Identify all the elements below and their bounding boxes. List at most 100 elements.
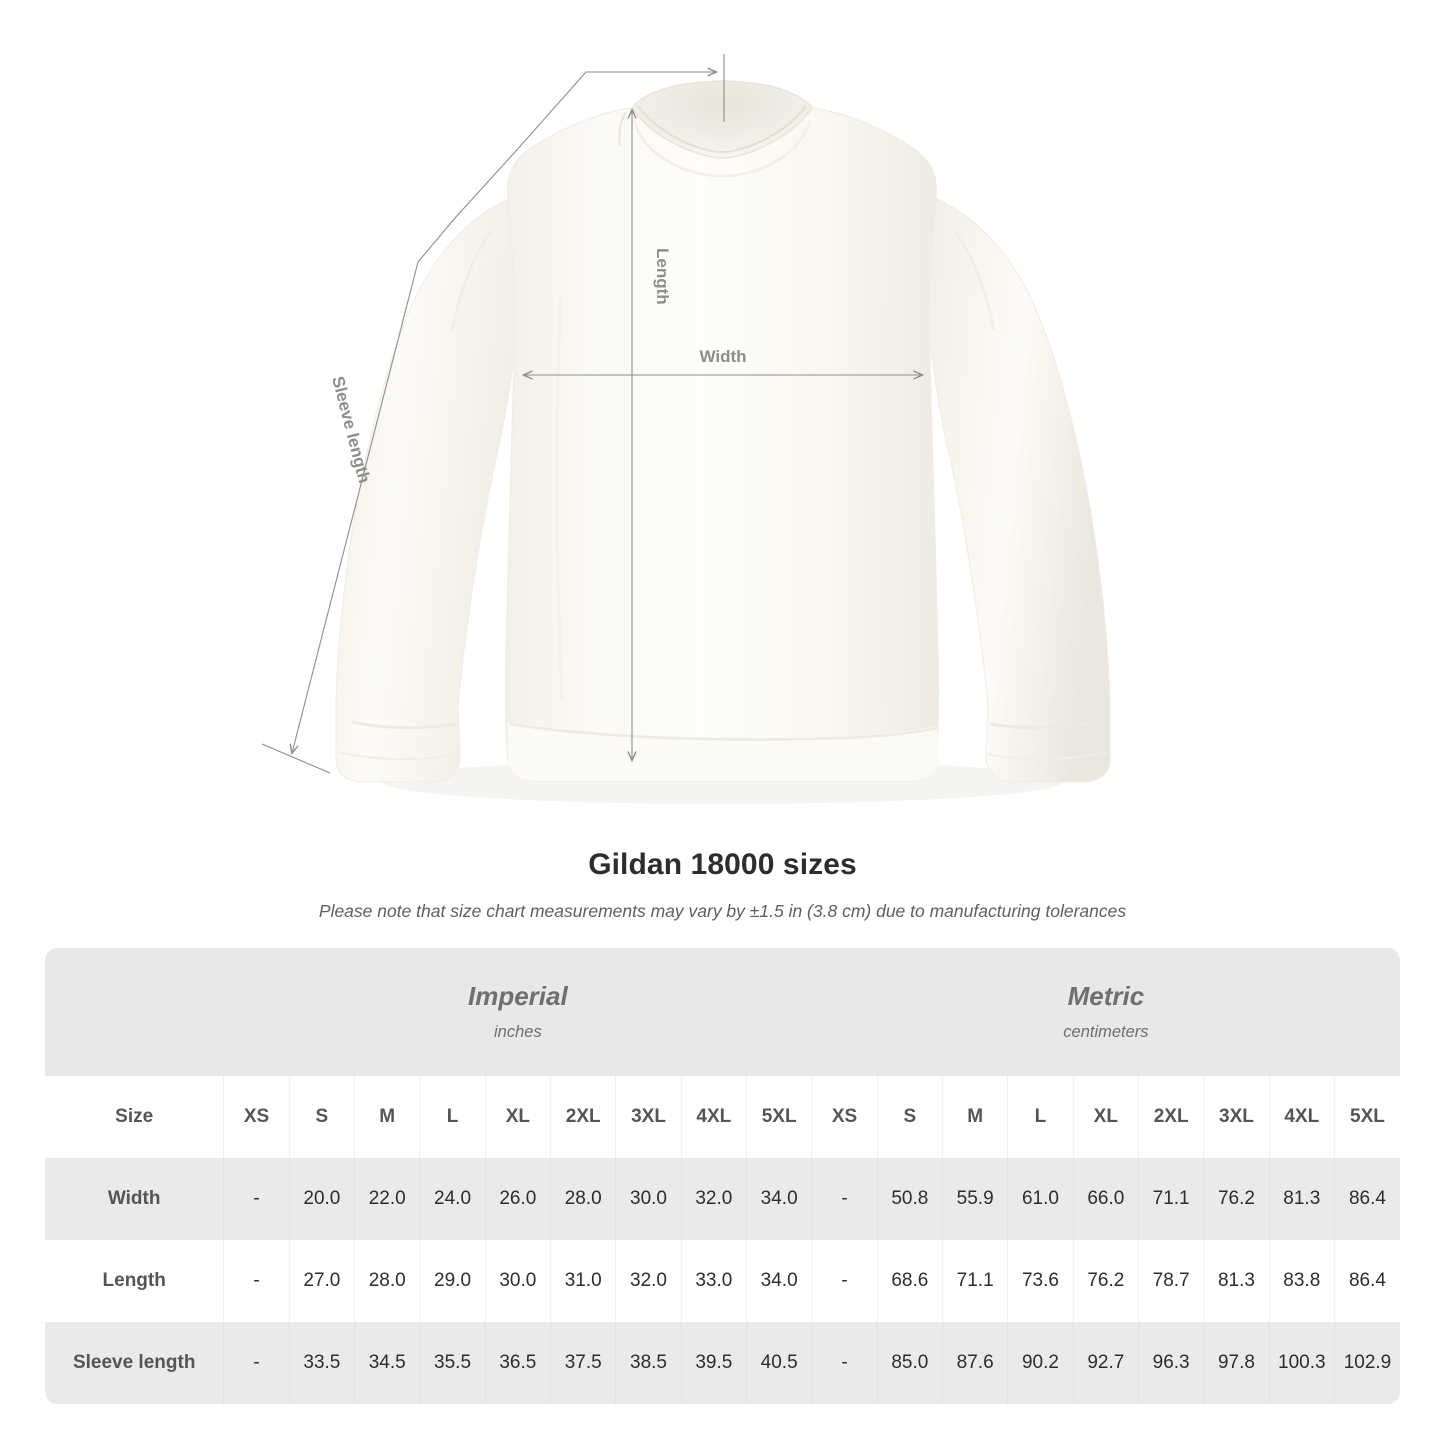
right-sleeve bbox=[921, 195, 1111, 783]
cell-imperial: 27.0 bbox=[288, 1240, 355, 1322]
column-header-imperial-xs: XS bbox=[223, 1076, 290, 1158]
column-header-imperial-m: M bbox=[354, 1076, 420, 1158]
cell-metric: 76.2 bbox=[1072, 1240, 1139, 1322]
cell-imperial: 35.5 bbox=[419, 1322, 486, 1404]
tolerance-note: Please note that size chart measurements… bbox=[318, 901, 1127, 921]
column-header-imperial-4xl: 4XL bbox=[680, 1076, 747, 1158]
cell-metric: 90.2 bbox=[1007, 1322, 1074, 1404]
width-annotation: Width bbox=[524, 347, 922, 375]
body-fold-right bbox=[880, 309, 889, 703]
cell-imperial: - bbox=[223, 1240, 290, 1322]
cell-metric: 73.6 bbox=[1007, 1240, 1074, 1322]
cell-imperial: 32.0 bbox=[680, 1158, 747, 1240]
column-header-metric-5xl: 5XL bbox=[1333, 1076, 1400, 1158]
row-label-width: Width bbox=[45, 1158, 224, 1240]
cell-imperial: 29.0 bbox=[419, 1240, 486, 1322]
column-header-imperial-3xl: 3XL bbox=[615, 1076, 682, 1158]
unit-banner-spacer bbox=[45, 948, 224, 1076]
cell-imperial: 37.5 bbox=[550, 1322, 616, 1404]
cell-metric: 86.4 bbox=[1333, 1158, 1400, 1240]
cell-imperial: 31.0 bbox=[550, 1240, 616, 1322]
title-block: Gildan 18000 sizes Please note that size… bbox=[0, 845, 1445, 925]
cell-metric: 78.7 bbox=[1137, 1240, 1204, 1322]
cell-metric: - bbox=[811, 1158, 878, 1240]
size-chart-table-wrapper: Imperial inches Metric centimeters Size XS S M L… bbox=[45, 948, 1400, 1404]
cell-imperial: 33.0 bbox=[680, 1240, 747, 1322]
size-header-row: Size XS S M L XL 2XL 3XL 4XL 5XL XS S M L XL 2XL 3XL 4XL 5… bbox=[45, 1076, 1400, 1158]
cell-imperial: - bbox=[223, 1158, 290, 1240]
body-fold-left bbox=[555, 299, 564, 701]
cell-imperial: 20.0 bbox=[288, 1158, 355, 1240]
cell-imperial: 30.0 bbox=[615, 1158, 682, 1240]
top-pointer-annotation bbox=[454, 54, 725, 219]
cell-imperial: - bbox=[223, 1322, 290, 1404]
row-label-sleeve-length: Sleeve length bbox=[45, 1322, 224, 1404]
cell-metric: 96.3 bbox=[1137, 1322, 1204, 1404]
garment-illustration: Length Width Sleeve length bbox=[261, 54, 1111, 804]
cell-imperial: 34.5 bbox=[354, 1322, 420, 1404]
cell-metric: 97.8 bbox=[1203, 1322, 1270, 1404]
left-cuff-seam bbox=[351, 720, 457, 730]
cell-imperial: 34.0 bbox=[745, 1240, 812, 1322]
bottom-hem bbox=[508, 722, 938, 781]
unit-group-imperial: Imperial inches bbox=[223, 948, 812, 1076]
cell-metric: 81.3 bbox=[1203, 1240, 1270, 1322]
unit-group-metric: Metric centimeters bbox=[811, 948, 1400, 1076]
collar-inner-edge bbox=[637, 105, 807, 154]
cell-imperial: 26.0 bbox=[484, 1158, 551, 1240]
right-cuff-edge bbox=[987, 751, 1109, 761]
sweatshirt-diagram: Length Width Sleeve length bbox=[261, 54, 1111, 804]
cell-metric: 50.8 bbox=[876, 1158, 943, 1240]
unit-group-name: Metric bbox=[1067, 981, 1145, 1011]
unit-group-subtitle: inches bbox=[494, 1023, 542, 1041]
cell-metric: 92.7 bbox=[1072, 1322, 1139, 1404]
column-header-metric-3xl: 3XL bbox=[1203, 1076, 1270, 1158]
column-header-metric-l: L bbox=[1007, 1076, 1074, 1158]
cell-imperial: 24.0 bbox=[419, 1158, 486, 1240]
cell-metric: 100.3 bbox=[1268, 1322, 1335, 1404]
column-header-imperial-l: L bbox=[419, 1076, 486, 1158]
column-header-imperial-s: S bbox=[288, 1076, 355, 1158]
size-chart-table: Imperial inches Metric centimeters Size XS S M L… bbox=[45, 948, 1400, 1404]
size-header-label: Size bbox=[45, 1076, 224, 1158]
cell-metric: 83.8 bbox=[1268, 1240, 1335, 1322]
column-header-metric-xs: XS bbox=[811, 1076, 878, 1158]
cell-imperial: 39.5 bbox=[680, 1322, 747, 1404]
cell-metric: 71.1 bbox=[941, 1240, 1008, 1322]
cell-metric: 85.0 bbox=[876, 1322, 943, 1404]
length-label: Length bbox=[653, 248, 672, 305]
cell-metric: 86.4 bbox=[1333, 1240, 1400, 1322]
row-label-length: Length bbox=[45, 1240, 224, 1322]
sleeve-length-label: Sleeve length bbox=[328, 374, 374, 485]
column-header-metric-4xl: 4XL bbox=[1268, 1076, 1335, 1158]
table-row: Length -27.0 28.0 29.0 30.0 31.0 32.0 33.0 34.0-… bbox=[45, 1240, 1400, 1322]
page-title: Gildan 18000 sizes bbox=[588, 848, 857, 881]
sweatshirt-body bbox=[505, 107, 939, 782]
column-header-metric-m: M bbox=[941, 1076, 1008, 1158]
left-shoulder-seam bbox=[450, 229, 494, 331]
length-annotation: Length bbox=[632, 110, 672, 760]
table-row: Width -20.0 22.0 24.0 26.0 28.0 30.0 32.0 34.0-5… bbox=[45, 1158, 1400, 1240]
cell-imperial: 32.0 bbox=[615, 1240, 682, 1322]
left-cuff-edge bbox=[337, 751, 459, 761]
cell-metric: 61.0 bbox=[1007, 1158, 1074, 1240]
cell-metric: 102.9 bbox=[1333, 1322, 1400, 1404]
right-shoulder-seam bbox=[952, 229, 996, 331]
cell-imperial: 30.0 bbox=[484, 1240, 551, 1322]
collar-left-rib bbox=[618, 111, 628, 147]
cell-metric: 71.1 bbox=[1137, 1158, 1204, 1240]
cell-metric: 87.6 bbox=[941, 1322, 1008, 1404]
neckline-seam bbox=[632, 119, 812, 178]
column-header-imperial-5xl: 5XL bbox=[745, 1076, 812, 1158]
column-header-metric-s: S bbox=[876, 1076, 943, 1158]
cell-metric: 66.0 bbox=[1072, 1158, 1139, 1240]
hem-seam bbox=[509, 722, 938, 741]
unit-group-subtitle: centimeters bbox=[1063, 1023, 1149, 1041]
width-label: Width bbox=[699, 347, 746, 366]
column-header-imperial-2xl: 2XL bbox=[550, 1076, 616, 1158]
cell-imperial: 38.5 bbox=[615, 1322, 682, 1404]
cell-metric: 55.9 bbox=[941, 1158, 1008, 1240]
column-header-metric-xl: XL bbox=[1072, 1076, 1139, 1158]
cell-metric: - bbox=[811, 1322, 878, 1404]
cell-metric: - bbox=[811, 1240, 878, 1322]
